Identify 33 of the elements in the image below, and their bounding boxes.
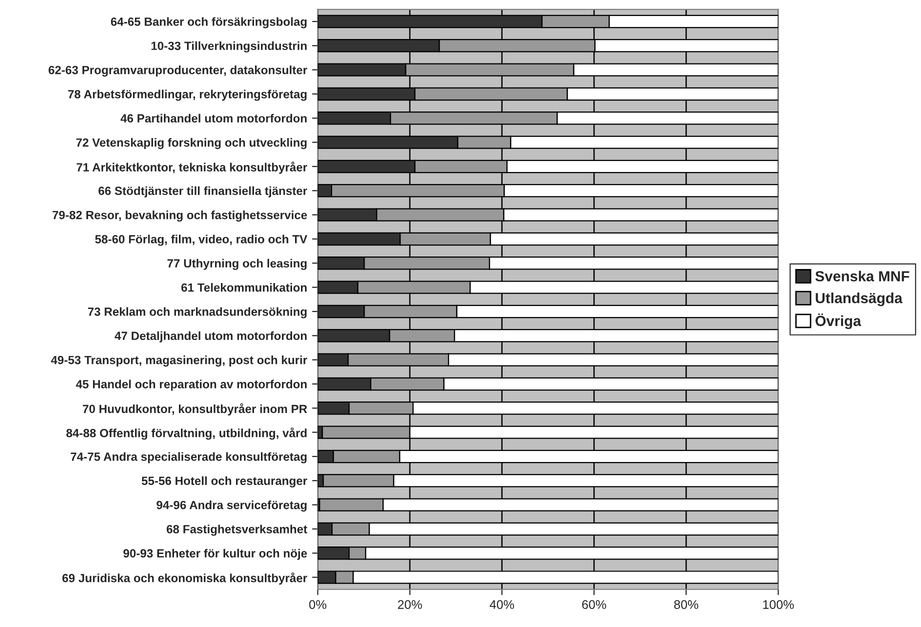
y-tick-label: 94-96 Andra serviceföretag bbox=[156, 500, 307, 512]
legend-label: Utlandsägda bbox=[816, 292, 903, 306]
x-tick-label: 20% bbox=[398, 600, 422, 609]
y-tick-label: 77 Uthyrning och leasing bbox=[167, 258, 307, 270]
y-tick-label: 90-93 Enheter för kultur och nöje bbox=[123, 548, 307, 560]
y-tick-label: 46 Partihandel utom motorfordon bbox=[120, 114, 307, 123]
x-tick-label: 100% bbox=[763, 600, 794, 609]
y-tick-label: 10-33 Tillverkningsindustrin bbox=[152, 41, 307, 52]
y-tick-label: 74-75 Andra specialiserade konsultföretag bbox=[70, 452, 307, 464]
y-tick-label: 70 Huvudkontor, konsultbyråer inom PR bbox=[82, 403, 308, 416]
y-tick-label: 47 Detaljhandel utom motorfordon bbox=[114, 331, 307, 342]
legend-label: Svenska MNF bbox=[815, 270, 910, 282]
y-tick-label: 64-65 Banker och försäkringsbolag bbox=[110, 17, 307, 28]
y-tick-label: 58-60 Förlag, film, video, radio och TV bbox=[95, 234, 308, 246]
y-tick-label: 73 Reklam och marknadsundersökning bbox=[88, 307, 307, 318]
x-tick-label: 60% bbox=[582, 600, 606, 609]
y-tick-label: 49-53 Transport, magasinering, post och kurir bbox=[51, 356, 308, 367]
y-tick-label: 61 Telekommunikation bbox=[181, 283, 307, 292]
legend-label: Övriga bbox=[816, 313, 862, 330]
y-tick-label: 45 Handel och reparation av motorfordon bbox=[76, 380, 307, 391]
y-tick-label: 72 Vetenskaplig forskning och utveckling bbox=[76, 138, 307, 150]
x-tick-label: 0% bbox=[309, 600, 326, 609]
y-tick-label: 69 Juridiska och ekonomiska konsultbyråer bbox=[62, 572, 308, 585]
y-tick-label: 78 Arbetsförmedlingar, rekryteringsföretag bbox=[68, 90, 307, 101]
y-tick-label: 66 Stödtjänster till finansiella tjänster bbox=[98, 186, 308, 198]
y-tick-label: 84-88 Offentlig förvaltning, utbildning, vård bbox=[66, 427, 307, 440]
x-tick-label: 40% bbox=[490, 600, 514, 609]
y-tick-label: 68 Fastighetsverksamhet bbox=[166, 524, 308, 536]
y-tick-label: 79-82 Resor, bevakning och fastighetsservice bbox=[52, 210, 307, 222]
y-tick-label: 62-63 Programvaruproducenter, datakonsulter bbox=[48, 66, 308, 77]
y-tick-label: 55-56 Hotell och restauranger bbox=[142, 476, 308, 488]
y-tick-label: 71 Arkitektkontor, tekniska konsultbyråer bbox=[76, 162, 308, 174]
x-tick-label: 80% bbox=[674, 600, 698, 609]
